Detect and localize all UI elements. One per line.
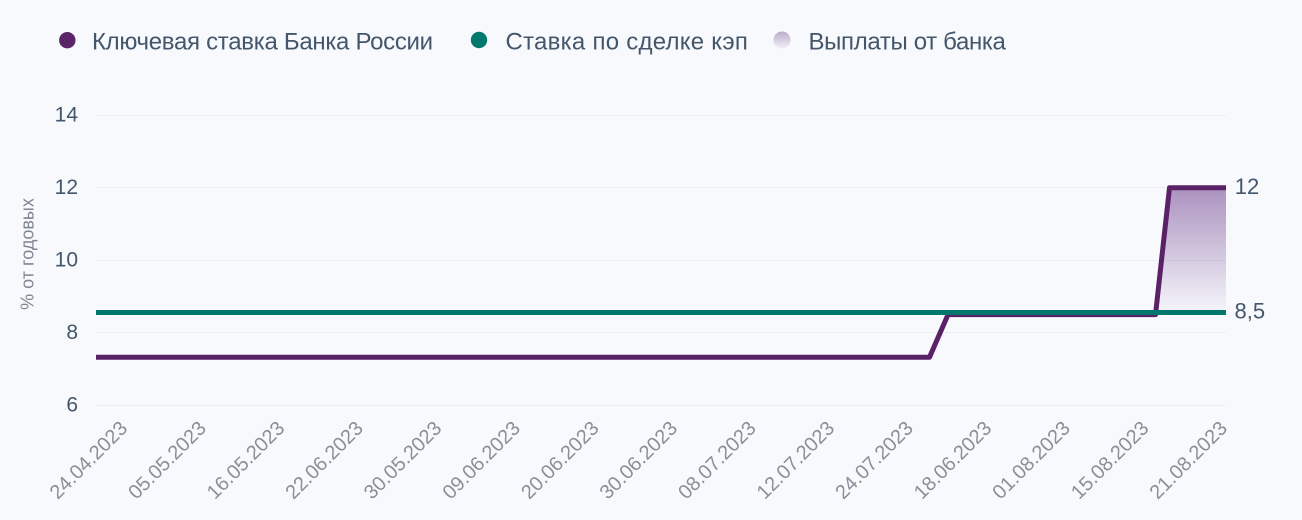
svg-text:12: 12 <box>1235 174 1259 199</box>
svg-text:8: 8 <box>66 321 78 344</box>
svg-text:Ставка по сделке кэп: Ставка по сделке кэп <box>506 29 749 56</box>
svg-text:12: 12 <box>55 176 78 199</box>
svg-text:14: 14 <box>55 104 79 127</box>
svg-text:% от годовых: % от годовых <box>18 198 38 310</box>
svg-text:8,5: 8,5 <box>1235 299 1266 324</box>
svg-text:Ключевая ставка Банка России: Ключевая ставка Банка России <box>92 29 433 56</box>
svg-text:Выплаты от банка: Выплаты от банка <box>809 29 1007 56</box>
svg-text:6: 6 <box>66 394 78 417</box>
svg-text:10: 10 <box>55 249 78 272</box>
